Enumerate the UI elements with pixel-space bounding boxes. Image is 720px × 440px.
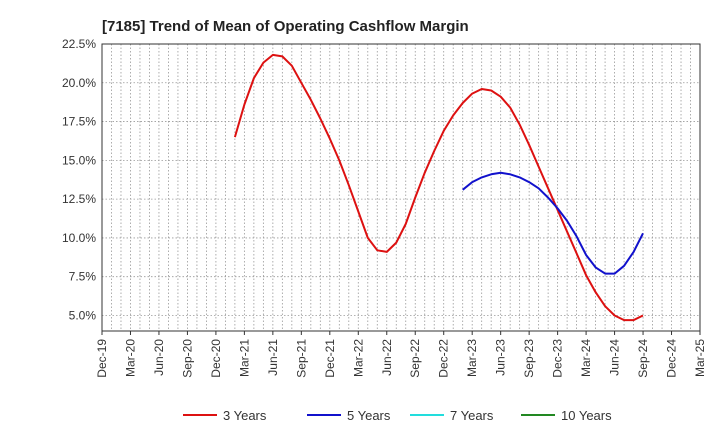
x-tick-label: Sep-22	[408, 339, 422, 378]
x-tick-label: Sep-24	[636, 339, 650, 378]
x-tick-label: Mar-25	[693, 339, 707, 377]
x-tick-label: Mar-22	[351, 339, 365, 377]
y-tick-label: 5.0%	[69, 308, 97, 322]
x-tick-label: Dec-21	[323, 339, 337, 378]
legend-label-3-years: 3 Years	[223, 408, 267, 423]
y-tick-label: 22.5%	[62, 37, 96, 51]
y-tick-label: 15.0%	[62, 153, 96, 167]
x-tick-label: Jun-22	[380, 339, 394, 376]
x-tick-label: Sep-21	[294, 339, 308, 378]
x-tick-label: Mar-20	[123, 339, 137, 377]
axes: 5.0% 7.5% 10.0% 12.5% 15.0% 17.5% 20.0% 22.5% De…	[62, 37, 707, 378]
y-tick-label: 12.5%	[62, 192, 96, 206]
y-tick-label: 10.0%	[62, 231, 96, 245]
x-tick-label: Jun-20	[152, 339, 166, 376]
series-lines	[233, 53, 644, 322]
x-tick-label: Dec-23	[551, 339, 565, 378]
x-tick-label: Dec-22	[437, 339, 451, 378]
x-tick-label: Mar-24	[579, 339, 593, 377]
series-line-3-years	[233, 53, 644, 322]
y-tick-label: 17.5%	[62, 115, 96, 129]
y-tick-label: 7.5%	[69, 270, 97, 284]
legend: 3 Years 5 Years 7 Years 10 Years	[183, 408, 612, 423]
x-tick-label: Dec-24	[665, 339, 679, 378]
x-tick-label: Jun-23	[494, 339, 508, 376]
x-tick-label: Dec-20	[209, 339, 223, 378]
x-tick-label: Mar-23	[465, 339, 479, 377]
legend-label-7-years: 7 Years	[450, 408, 494, 423]
series-line-5-years	[462, 171, 644, 275]
legend-label-5-years: 5 Years	[347, 408, 391, 423]
x-tick-label: Sep-20	[180, 339, 194, 378]
x-tick-label: Jun-24	[608, 339, 622, 376]
legend-label-10-years: 10 Years	[561, 408, 612, 423]
plot-frame	[101, 43, 701, 332]
chart-title: [7185] Trend of Mean of Operating Cashfl…	[102, 18, 469, 35]
x-tick-label: Sep-23	[522, 339, 536, 378]
x-tick-label: Dec-19	[95, 339, 109, 378]
x-tick-label: Mar-21	[237, 339, 251, 377]
x-tick-label: Jun-21	[266, 339, 280, 376]
y-tick-label: 20.0%	[62, 76, 96, 90]
grid	[101, 43, 701, 331]
